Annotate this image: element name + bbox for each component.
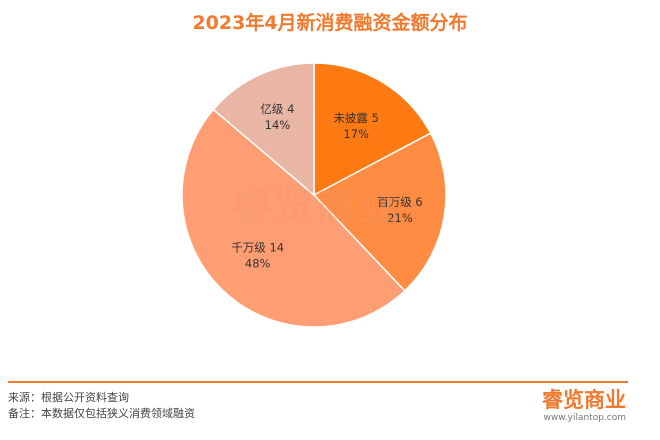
slice-percent-未披露: 17% (343, 127, 369, 141)
watermark-text: 睿览商业 (232, 184, 400, 230)
slice-label-千万级: 千万级 14 (231, 240, 284, 254)
slice-percent-千万级: 48% (245, 256, 271, 270)
pie-slice-未披露 (313, 62, 432, 197)
brand-logo-url: www.yilantop.com (543, 413, 627, 423)
scope-note: 备注：本数据仅包括狭义消费领域融资 (8, 407, 195, 420)
source-note: 来源：根据公开资料查询 (8, 391, 129, 404)
pie-slice-千万级 (181, 108, 406, 328)
footer-notes: 来源：根据公开资料查询 备注：本数据仅包括狭义消费领域融资 (8, 390, 195, 422)
slice-percent-亿级: 14% (265, 118, 291, 132)
brand-logo: 睿览商业 www.yilantop.com (542, 388, 626, 424)
slice-percent-百万级: 21% (387, 211, 413, 225)
brand-logo-mark: 睿览商业 (542, 388, 626, 412)
pie-slice-亿级 (212, 62, 315, 197)
chart-title: 2023年4月新消费融资金额分布 (192, 12, 468, 34)
slice-label-百万级: 百万级 6 (377, 195, 422, 209)
pie-slice-百万级 (312, 132, 447, 292)
slice-label-亿级: 亿级 4 (260, 102, 294, 116)
footer-divider (8, 381, 628, 383)
slice-label-未披露: 未披露 5 (333, 111, 378, 125)
